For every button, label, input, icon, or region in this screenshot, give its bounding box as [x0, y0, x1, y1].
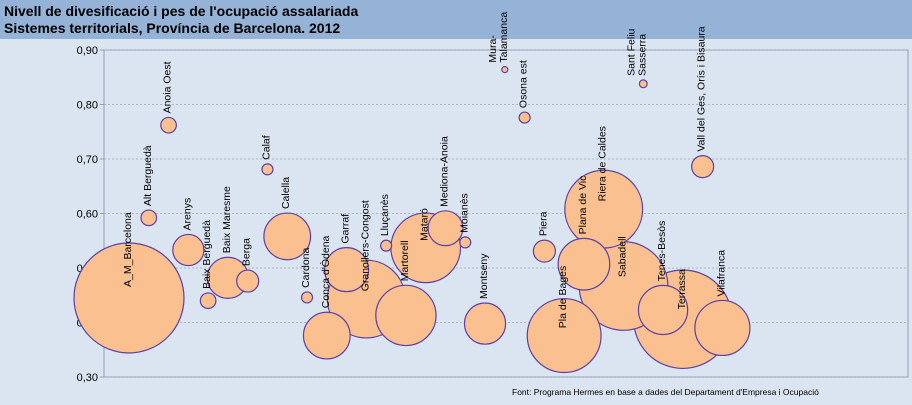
point-label: Alt Berguedà — [142, 145, 154, 206]
point-label: Vilafranca — [715, 250, 727, 297]
point-label-group: Cardona — [300, 247, 312, 287]
point-label-group: Berga — [241, 238, 253, 266]
point-label: Sabadell — [617, 236, 629, 277]
y-tick-label: 0,80 — [77, 100, 98, 112]
point-label-group: Anoia Oest — [162, 61, 174, 113]
point-label-group: Lluçanès — [379, 194, 391, 236]
point-label: Sasserra — [636, 34, 648, 76]
point-label: Mura- — [487, 35, 499, 63]
point-label-group: Sant Feliu Sasserra — [625, 28, 648, 75]
point-label: Mediona-Anoia — [438, 136, 450, 207]
point-label: Tenes-Besòs — [656, 221, 668, 282]
source-note: Font: Programa Hermes en base a dades de… — [512, 387, 819, 397]
bubble-baix-bergued- — [199, 292, 217, 310]
point-label-group: Arenys — [181, 198, 193, 231]
y-tick-label: 0,70 — [77, 154, 98, 166]
point-label: Conca d'Òdena — [319, 235, 332, 308]
bubble-berga — [236, 269, 260, 293]
point-label-group: Tenes-Besòs — [656, 221, 668, 282]
point-label-group: Riera de Caldes — [597, 126, 609, 201]
point-label-group: Moianès — [458, 193, 470, 233]
point-label: Anoia Oest — [162, 61, 174, 113]
point-label: Calella — [280, 177, 292, 209]
y-tick-label: 0,90 — [77, 45, 98, 57]
point-label: Sant Feliu — [625, 28, 637, 75]
bubble-cardona — [300, 291, 314, 304]
point-label: A_M_Barcelona — [122, 212, 134, 287]
chart-title: Nivell de divesificació i pes de l'ocupa… — [4, 3, 359, 19]
point-label: Garraf — [340, 214, 352, 244]
bubble-mura-talamanca — [501, 66, 509, 74]
bubble-mediona-anoia — [427, 210, 464, 247]
point-label: Baix Maresme — [221, 186, 233, 253]
bubble-osona-est — [518, 111, 531, 124]
point-label: Mataró — [419, 208, 431, 241]
point-label-group: Alt Berguedà — [142, 145, 154, 206]
bubble-anoia-oest — [160, 116, 177, 134]
point-label: Arenys — [181, 198, 193, 231]
point-label-group: Baix Maresme — [221, 186, 233, 253]
y-tick-label: 0,30 — [77, 372, 98, 384]
point-label-group: Vilafranca — [715, 250, 727, 297]
point-label-group: Garraf — [340, 214, 352, 244]
bubble-llu-an-s — [380, 239, 393, 252]
point-label: Cardona — [300, 247, 312, 287]
point-label-group: Mediona-Anoia — [438, 136, 450, 207]
point-label: Osona est — [518, 60, 530, 108]
point-label: Calaf — [260, 135, 272, 160]
bubble-calella — [263, 212, 312, 261]
point-label-group: Osona est — [518, 60, 530, 108]
bubble-vilafranca — [694, 299, 751, 357]
point-label: Lluçanès — [379, 194, 391, 236]
title-bar: Nivell de divesificació i pes de l'ocupa… — [0, 0, 912, 39]
point-label-group: Montseny — [478, 253, 490, 299]
point-label: Martorell — [399, 240, 411, 281]
point-label: Riera de Caldes — [597, 126, 609, 201]
point-label: Berga — [241, 238, 253, 266]
bubble-piera — [532, 239, 556, 263]
bubble-a-m-barcelona — [73, 242, 185, 354]
bubble-garraf — [323, 247, 370, 293]
bubble-montseny — [463, 302, 507, 345]
point-label: Granollers-Congost — [359, 200, 371, 291]
bubble-arenys — [172, 233, 205, 267]
point-label: Piera — [537, 211, 549, 236]
point-label-group: A_M_Barcelona — [122, 212, 134, 287]
point-label-group: Vall del Ges, Orís i Bisaura — [696, 26, 708, 151]
point-label-group: Conca d'Òdena — [319, 235, 332, 308]
point-label: Terrassa — [676, 269, 688, 309]
point-label: Pla de Bages — [557, 266, 569, 328]
bubble-conca-d-dena — [302, 311, 351, 360]
point-label-group: Mataró — [419, 208, 431, 241]
chart-subtitle: Sistemes territorials, Província de Barc… — [4, 20, 341, 36]
point-label: Moianès — [458, 193, 470, 233]
point-label: Montseny — [478, 253, 490, 299]
bubble-calaf — [261, 163, 274, 176]
point-label: Baix Berguedà — [201, 220, 213, 289]
bubble-martorell — [375, 284, 437, 347]
point-label: Talamanca — [498, 12, 510, 63]
bubble-sant-feliu-sasserra — [638, 79, 648, 89]
point-label-group: Terrassa — [676, 269, 688, 309]
point-label: Vall del Ges, Orís i Bisaura — [696, 26, 708, 151]
point-label-group: Granollers-Congost — [359, 200, 371, 291]
point-label-group: Calaf — [260, 135, 272, 160]
point-label-group: Baix Berguedà — [201, 220, 213, 289]
point-label-group: Sabadell — [617, 236, 629, 277]
point-label-group: Piera — [537, 211, 549, 236]
point-label-group: Calella — [280, 177, 292, 209]
point-label-group: Pla de Bages — [557, 266, 569, 328]
bubble-alt-bergued- — [140, 209, 158, 227]
bubble-pla-de-bages — [526, 298, 602, 374]
point-label-group: Mura- Talamanca — [487, 12, 510, 63]
point-label: Plana de Vic — [577, 176, 589, 235]
bubble-moian-s — [459, 236, 472, 249]
bubble-vall-del-ges-or-s-i-bisaura — [691, 155, 715, 179]
bubble-plana-de-vic — [557, 237, 611, 291]
point-label-group: Martorell — [399, 240, 411, 281]
point-label-group: Plana de Vic — [577, 176, 589, 235]
y-tick-label: 0,60 — [77, 209, 98, 221]
bubble-tenes-bes-s — [637, 284, 689, 336]
